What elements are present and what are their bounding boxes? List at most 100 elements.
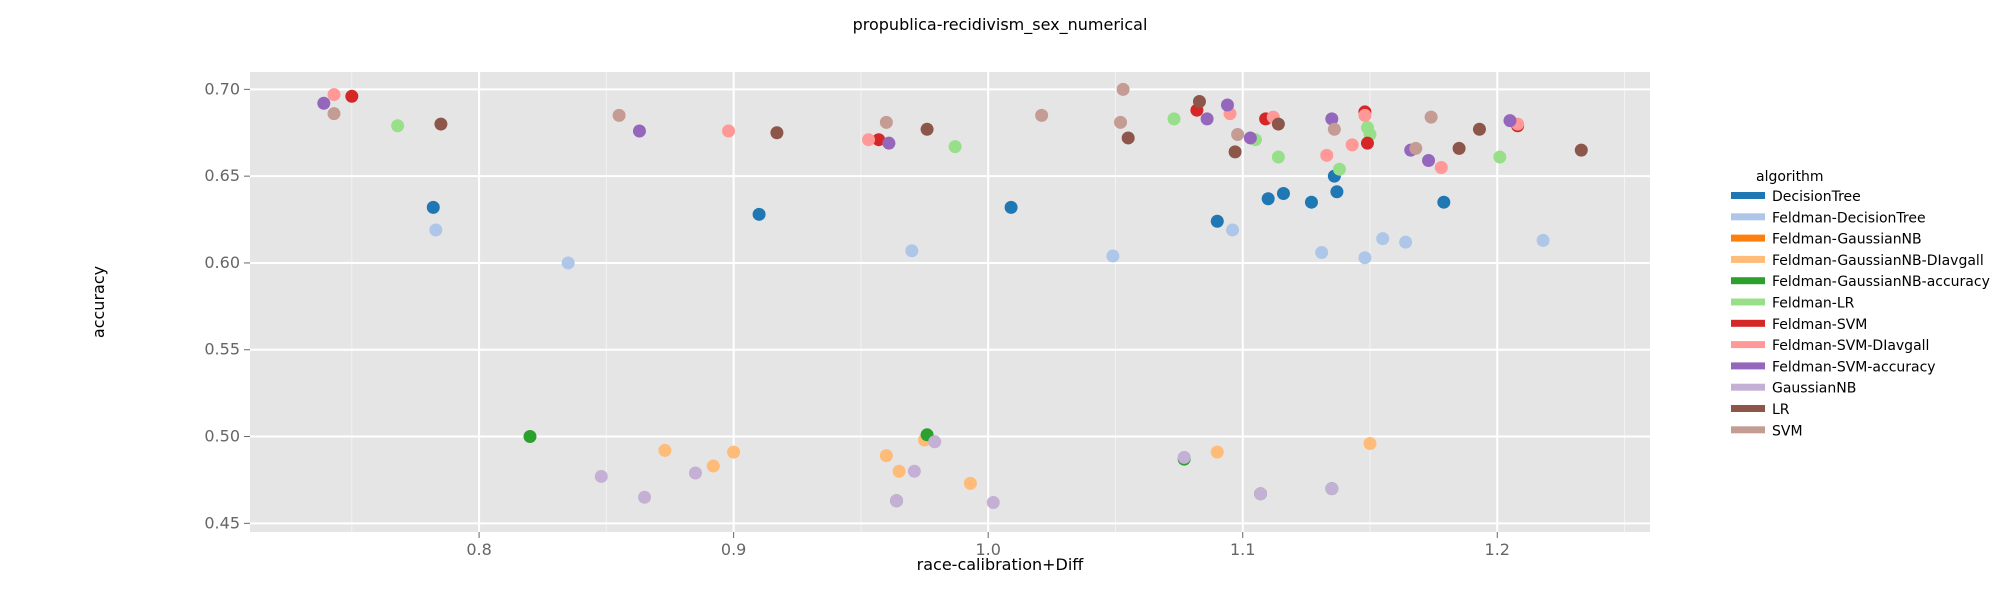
- data-point: [1409, 141, 1423, 155]
- x-tick-label: 1.1: [1230, 540, 1255, 559]
- data-point: [1437, 195, 1451, 209]
- data-point: [1228, 145, 1242, 159]
- data-point: [1360, 136, 1374, 150]
- data-point: [1261, 192, 1275, 206]
- data-point: [986, 495, 1000, 509]
- data-point: [1304, 195, 1318, 209]
- data-point: [1231, 127, 1245, 141]
- data-point: [879, 449, 893, 463]
- data-point: [1332, 162, 1346, 176]
- data-point: [1243, 131, 1257, 145]
- data-point: [1200, 112, 1214, 126]
- data-point: [1254, 487, 1268, 501]
- legend-swatch: [1731, 341, 1765, 349]
- data-point: [1004, 200, 1018, 214]
- y-tick-label: 0.45: [204, 513, 240, 532]
- data-point: [1315, 246, 1329, 260]
- plot-background: [250, 72, 1650, 532]
- data-point: [907, 464, 921, 478]
- x-tick-label: 1.0: [975, 540, 1000, 559]
- legend-swatch: [1731, 362, 1765, 370]
- data-point: [1424, 110, 1438, 124]
- grid-lines: [250, 72, 1650, 532]
- data-point: [1167, 112, 1181, 126]
- legend-label: Feldman-GaussianNB-DIavgall: [1772, 253, 1984, 269]
- legend-swatch: [1731, 192, 1765, 199]
- legend-swatch: [1731, 277, 1765, 285]
- data-point: [1363, 436, 1377, 450]
- data-point: [1325, 482, 1339, 496]
- data-point: [1271, 117, 1285, 131]
- data-point: [1192, 95, 1206, 109]
- data-point: [391, 119, 405, 133]
- data-point: [1345, 138, 1359, 152]
- y-axis-title: accuracy: [89, 266, 108, 338]
- data-point: [1320, 148, 1334, 162]
- data-point: [1210, 445, 1224, 459]
- data-point: [872, 133, 886, 147]
- data-point: [1177, 450, 1191, 464]
- legend-label: Feldman-GaussianNB: [1772, 232, 1922, 248]
- data-point: [905, 244, 919, 258]
- data-point: [928, 435, 942, 449]
- data-point: [638, 490, 652, 504]
- y-tick-label: 0.50: [204, 427, 240, 446]
- data-point: [1493, 150, 1507, 164]
- data-point: [706, 459, 720, 473]
- data-point: [612, 108, 626, 122]
- data-point: [594, 469, 608, 483]
- data-point: [1536, 233, 1550, 247]
- x-tick-label: 0.9: [721, 540, 746, 559]
- y-tick-label: 0.65: [204, 166, 240, 185]
- data-point: [327, 107, 341, 121]
- data-point: [1271, 150, 1285, 164]
- x-axis-title: race-calibration+Diff: [917, 555, 1085, 574]
- data-point: [1114, 115, 1128, 129]
- data-points: [317, 82, 1588, 509]
- data-point: [1121, 131, 1135, 145]
- data-point: [1376, 232, 1390, 246]
- data-point: [1422, 154, 1436, 168]
- data-point: [1503, 114, 1517, 128]
- legend-swatch: [1731, 319, 1765, 327]
- data-point: [426, 200, 440, 214]
- x-tick-label: 0.8: [466, 540, 491, 559]
- data-point: [1358, 108, 1372, 122]
- data-point: [1327, 122, 1341, 136]
- data-point: [632, 124, 646, 138]
- legend-label: Feldman-GaussianNB-accuracy: [1772, 274, 1990, 290]
- legend-label: Feldman-SVM: [1772, 317, 1867, 333]
- legend-swatch: [1731, 426, 1765, 434]
- data-point: [345, 89, 359, 103]
- data-point: [561, 256, 575, 270]
- legend-label: Feldman-LR: [1772, 296, 1855, 312]
- data-point: [1116, 82, 1130, 96]
- legend-swatch: [1731, 383, 1765, 391]
- data-point: [1358, 251, 1372, 265]
- y-tick-label: 0.70: [204, 79, 240, 98]
- data-point: [770, 126, 784, 140]
- legend-label: Feldman-SVM-accuracy: [1772, 359, 1936, 375]
- legend: algorithm DecisionTree Feldman-DecisionTr…: [1731, 169, 1990, 439]
- data-point: [523, 430, 537, 444]
- data-point: [862, 133, 876, 147]
- data-point: [963, 476, 977, 490]
- data-point: [1276, 187, 1290, 201]
- data-point: [1472, 122, 1486, 136]
- data-point: [1399, 235, 1413, 249]
- y-tick-label: 0.55: [204, 340, 240, 359]
- data-point: [658, 443, 672, 457]
- data-point: [752, 207, 766, 221]
- data-point: [727, 445, 741, 459]
- data-point: [882, 136, 896, 150]
- x-tick-label: 1.2: [1485, 540, 1510, 559]
- data-point: [1574, 143, 1588, 157]
- data-point: [1452, 141, 1466, 155]
- data-point: [434, 117, 448, 131]
- data-point: [1106, 249, 1120, 263]
- legend-label: LR: [1772, 402, 1790, 418]
- data-point: [327, 88, 341, 102]
- legend-title: algorithm: [1756, 169, 1824, 185]
- data-point: [429, 223, 443, 237]
